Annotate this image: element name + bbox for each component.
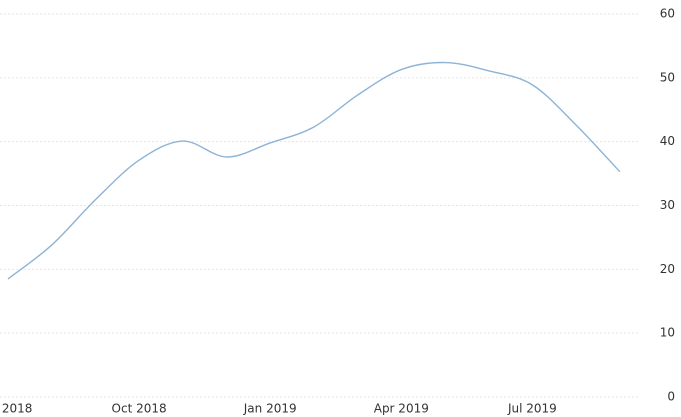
x-tick-label: Jan 2019 — [243, 402, 297, 416]
y-tick-label: 20 — [660, 262, 675, 276]
data-line — [7, 61, 621, 280]
y-tick-label: 10 — [660, 326, 675, 340]
y-tick-label: 60 — [660, 7, 675, 21]
x-tick-label: Jul 2018 — [0, 402, 32, 416]
y-tick-label: 30 — [660, 198, 675, 212]
y-tick-label: 40 — [660, 134, 675, 148]
y-tick-label: 50 — [660, 70, 675, 84]
y-tick-label: 0 — [667, 390, 675, 404]
x-tick-label: Oct 2018 — [112, 402, 167, 416]
x-tick-label: Apr 2019 — [374, 402, 429, 416]
x-tick-label: Jul 2019 — [507, 402, 557, 416]
